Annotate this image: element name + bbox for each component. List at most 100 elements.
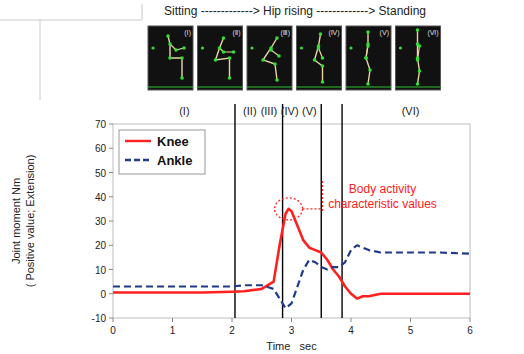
marker (151, 46, 154, 49)
frame-bg (297, 26, 342, 90)
joint (168, 56, 172, 60)
floor (346, 87, 391, 88)
phase-label: (II) (243, 105, 256, 117)
floor (247, 87, 292, 88)
frame-bg (148, 26, 193, 90)
x-tick-label: 1 (170, 325, 176, 336)
annotation-circle (275, 198, 303, 220)
frame-label: (Ⅲ) (281, 29, 291, 37)
y-tick (109, 245, 113, 246)
frame: (Ⅳ) (297, 26, 342, 90)
y-tick-label: 60 (95, 143, 107, 154)
joint (228, 56, 232, 60)
joint (418, 44, 422, 48)
joint (321, 80, 325, 84)
frame-label: (Ⅴ) (380, 29, 389, 37)
frame-label: (Ⅳ) (328, 29, 339, 37)
joint (277, 54, 281, 58)
annotation-bracket (322, 181, 323, 211)
frame: (Ⅱ) (198, 26, 243, 90)
stick-arm (220, 48, 234, 52)
floor (148, 87, 193, 88)
y-tick (109, 172, 113, 173)
joint (214, 58, 218, 62)
x-tick-label: 4 (348, 325, 354, 336)
joint (182, 46, 186, 50)
x-tick (172, 318, 173, 322)
phase-label: (III) (261, 105, 278, 117)
x-tick-label: 0 (110, 325, 116, 336)
frame-label: (Ⅰ) (184, 29, 191, 37)
stick (216, 38, 230, 78)
floor (396, 87, 441, 88)
joint (275, 78, 279, 82)
frame-bg (198, 26, 243, 90)
joint (180, 76, 184, 80)
y-tick (109, 196, 113, 197)
annotation-connector (303, 208, 323, 209)
joint (180, 56, 184, 60)
joint (174, 48, 178, 52)
joint (368, 68, 372, 72)
frame: (Ⅵ) (396, 26, 441, 90)
x-tick (351, 318, 352, 322)
joint (273, 62, 277, 66)
joint (364, 56, 368, 60)
x-axis-label: Time sec (266, 340, 317, 352)
marker (250, 46, 253, 49)
stick (168, 36, 182, 78)
joint (418, 69, 422, 73)
joint (168, 42, 172, 46)
frame: (Ⅴ) (346, 26, 391, 90)
annotation-text: characteristic values (328, 197, 437, 211)
floor (198, 87, 243, 88)
joint (228, 76, 232, 80)
phase-line (341, 104, 342, 318)
frame-bg (247, 26, 292, 90)
x-tick-label: 6 (467, 325, 473, 336)
frame-label: (Ⅱ) (232, 29, 240, 37)
joint (232, 50, 236, 54)
joint (218, 46, 222, 50)
x-tick-label: 3 (289, 325, 295, 336)
chart: Sitting -------------> Hip rising ------… (0, 0, 524, 354)
frame-bg (396, 26, 441, 90)
x-tick-label: 2 (229, 325, 235, 336)
phase-line (321, 104, 322, 318)
joint (317, 46, 321, 50)
joint (222, 36, 226, 40)
legend-label: Ankle (157, 153, 192, 168)
y-tick (109, 221, 113, 222)
title: Sitting -------------> Hip rising ------… (164, 4, 426, 18)
y-tick (109, 269, 113, 270)
joint (222, 50, 226, 54)
marker (349, 46, 352, 49)
plot-frame (113, 124, 470, 318)
joint (319, 32, 323, 36)
joint (321, 64, 325, 68)
annotation-text: Body activity (349, 182, 416, 196)
x-tick (232, 318, 233, 322)
joint (166, 34, 170, 38)
floor (297, 87, 342, 88)
phase-label: (IV) (281, 105, 299, 117)
x-tick (291, 318, 292, 322)
x-tick (410, 318, 411, 322)
phase-label: (I) (179, 105, 189, 117)
frame: (Ⅰ) (148, 26, 193, 90)
marker (201, 46, 204, 49)
phase-label: (VI) (402, 105, 420, 117)
frame-label: (Ⅵ) (427, 29, 438, 37)
joint (416, 82, 420, 86)
series-line (113, 245, 470, 308)
joint (269, 48, 273, 52)
x-tick (470, 318, 471, 322)
frame: (Ⅲ) (247, 26, 292, 90)
y-tick (109, 148, 113, 149)
y-tick-label: 30 (95, 216, 107, 227)
y-tick-label: 0 (100, 289, 106, 300)
frame-bg (346, 26, 391, 90)
joint (261, 58, 265, 62)
marker (300, 46, 303, 49)
joint (321, 56, 325, 60)
